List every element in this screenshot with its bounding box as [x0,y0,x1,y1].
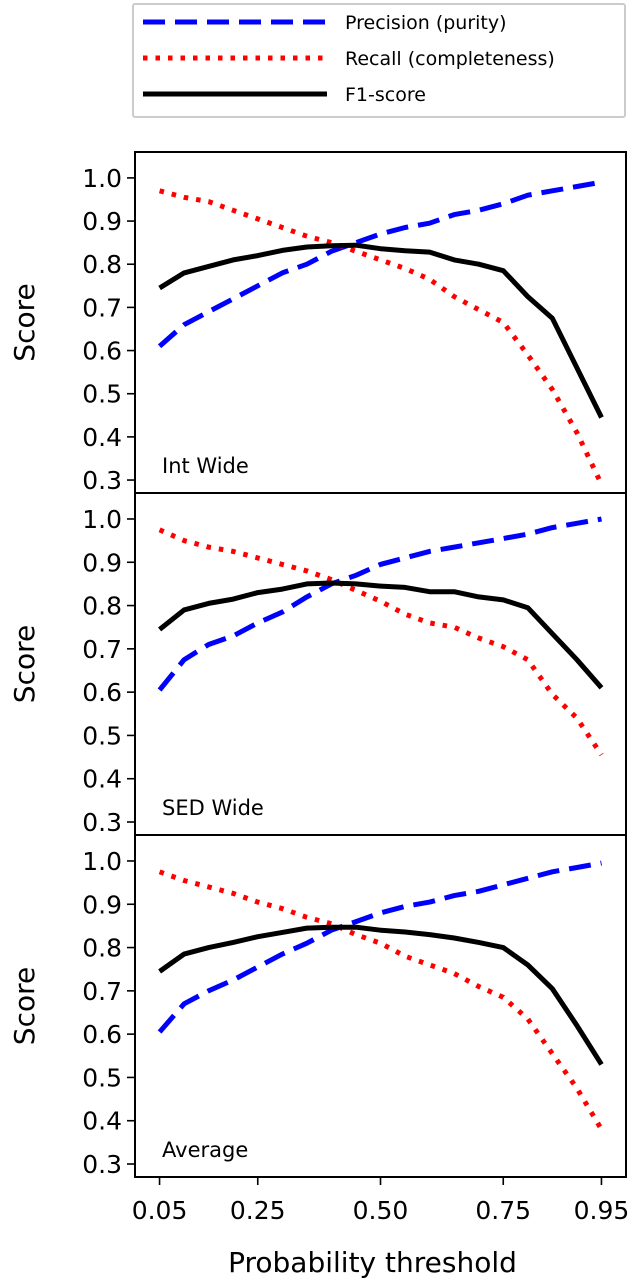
series-line-int-wide-f1-score [160,245,602,417]
y-tick-label-sed-wide-3: 0.6 [82,678,122,707]
panel-label-int-wide: Int Wide [162,454,249,478]
y-tick-label-int-wide-2: 0.5 [82,380,122,409]
x-axis-label: Probability threshold [228,1246,517,1279]
series-line-sed-wide-f1-score [160,583,602,688]
y-tick-label-average-4: 0.7 [82,977,122,1006]
x-tick-label-0: 0.05 [132,1196,188,1225]
x-tick-label-1: 0.25 [230,1196,286,1225]
x-tick-label-2: 0.50 [353,1196,409,1225]
y-tick-label-sed-wide-0: 0.3 [82,808,122,837]
series-line-sed-wide-precision-purity [160,519,602,690]
panel-sed-wide: 0.3 0.4 0.5 0.6 0.7 0.8 0.9 1.0 Score SED Wide [8,493,626,837]
y-axis-label-average: Score [8,967,41,1045]
y-tick-label-int-wide-6: 0.9 [82,207,122,236]
panel-label-sed-wide: SED Wide [162,796,264,820]
series-group-average [160,863,602,1129]
plot-frame-sed-wide [135,493,626,835]
y-tick-label-sed-wide-1: 0.4 [82,765,122,794]
legend-label-precision-purity: Precision (purity) [345,12,507,34]
y-tick-label-int-wide-0: 0.3 [82,466,122,495]
legend: Precision (purity) Recall (completeness) F… [133,4,625,117]
y-tick-label-int-wide-1: 0.4 [82,423,122,452]
y-tick-label-sed-wide-7: 1.0 [82,505,122,534]
series-line-average-recall-completeness [160,872,602,1130]
y-tick-label-sed-wide-6: 0.9 [82,548,122,577]
x-axis: 0.05 0.25 0.50 0.75 0.95 Probability threshol… [132,1177,630,1279]
panel-int-wide: 0.3 0.4 0.5 0.6 0.7 0.8 0.9 1.0 Score Int Wide [8,152,626,495]
x-tick-label-3: 0.75 [475,1196,531,1225]
y-tick-label-int-wide-7: 1.0 [82,164,122,193]
y-tick-label-sed-wide-2: 0.5 [82,721,122,750]
y-tick-label-average-3: 0.6 [82,1020,122,1049]
series-line-int-wide-recall-completeness [160,191,602,485]
y-tick-label-average-5: 0.8 [82,934,122,963]
x-tick-label-4: 0.95 [574,1196,630,1225]
y-tick-label-int-wide-3: 0.6 [82,337,122,366]
series-line-average-precision-purity [160,863,602,1032]
y-axis-label-int-wide: Score [8,283,41,361]
series-line-average-f1-score [160,927,602,1064]
series-group-sed-wide [160,519,602,755]
legend-label-f1-score: F1-score [345,84,426,106]
series-group-int-wide [160,182,602,484]
legend-label-recall-completeness: Recall (completeness) [345,48,555,70]
y-tick-label-average-7: 1.0 [82,847,122,876]
y-tick-label-average-6: 0.9 [82,890,122,919]
y-tick-label-average-0: 0.3 [82,1150,122,1179]
y-tick-label-average-1: 0.4 [82,1107,122,1136]
y-tick-label-int-wide-5: 0.8 [82,250,122,279]
panel-average: 0.3 0.4 0.5 0.6 0.7 0.8 0.9 1.0 Score Average [8,835,626,1179]
y-tick-label-sed-wide-4: 0.7 [82,635,122,664]
y-axis-label-sed-wide: Score [8,625,41,703]
y-tick-label-int-wide-4: 0.7 [82,293,122,322]
y-tick-label-average-2: 0.5 [82,1063,122,1092]
y-tick-label-sed-wide-5: 0.8 [82,592,122,621]
panel-label-average: Average [162,1138,248,1162]
